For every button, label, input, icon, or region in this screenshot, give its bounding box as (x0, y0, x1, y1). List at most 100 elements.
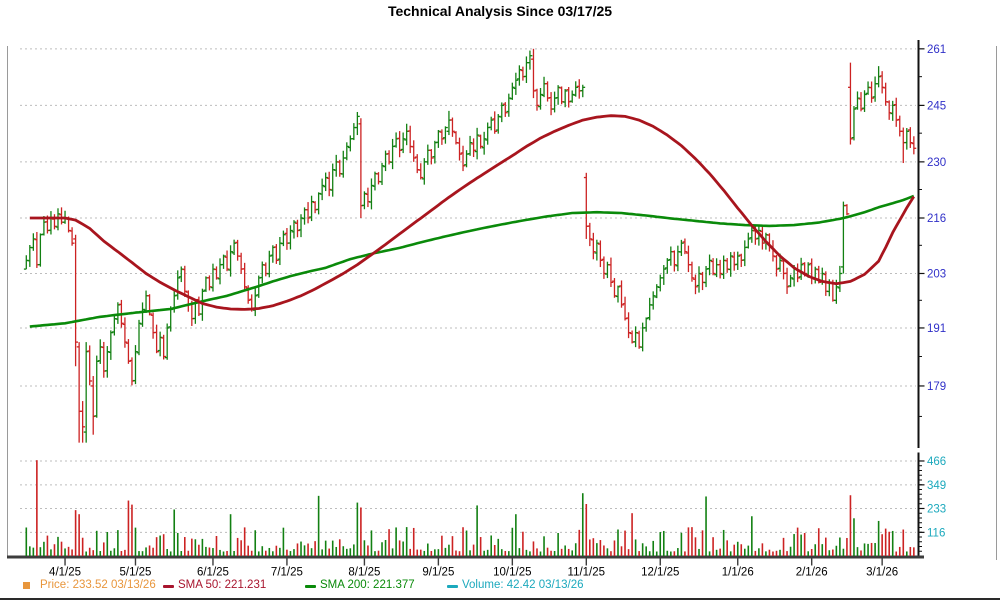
price-bar (721, 255, 727, 279)
price-bar (904, 128, 910, 150)
price-bar (235, 239, 241, 261)
price-bar (157, 331, 163, 357)
price-bar (467, 135, 473, 156)
svg-text:216: 216 (927, 213, 946, 225)
price-bar (580, 84, 586, 98)
price-bar (552, 91, 557, 113)
price-bar (745, 232, 751, 249)
price-bar (425, 144, 431, 165)
price-bar (795, 263, 801, 283)
price-bar (80, 401, 86, 443)
price-bar (164, 323, 170, 360)
svg-text:10/1/25: 10/1/25 (493, 567, 531, 579)
price-bar (242, 262, 248, 291)
price-bar (90, 376, 96, 435)
price-bar (460, 145, 466, 172)
price-bar (30, 233, 36, 251)
price-bar (210, 263, 216, 292)
price-bar (848, 62, 853, 145)
svg-text:191: 191 (927, 323, 946, 335)
price-bar (590, 232, 596, 260)
price-bar (312, 201, 318, 214)
price-bar (534, 88, 540, 111)
price-bar (330, 163, 336, 197)
svg-text:12/1/25: 12/1/25 (641, 567, 679, 579)
price-bar (855, 91, 860, 110)
svg-text:230: 230 (927, 157, 946, 169)
price-bar (566, 87, 572, 108)
price-bar (689, 261, 695, 282)
svg-text:245: 245 (927, 100, 946, 112)
price-bar (788, 274, 793, 288)
svg-text:116: 116 (927, 527, 945, 539)
price-bar (457, 137, 462, 161)
volume-legend-marker-icon (447, 585, 458, 588)
price-bar (309, 195, 314, 222)
price-bar (443, 126, 448, 144)
price-bar (911, 136, 917, 155)
svg-text:7/1/25: 7/1/25 (271, 567, 303, 579)
price-bar (858, 92, 864, 112)
price-bar (756, 226, 762, 246)
price-bar (636, 330, 642, 349)
price-bar (365, 187, 371, 208)
price-bar (907, 127, 913, 148)
price-bar (714, 258, 720, 278)
price-bar (446, 110, 452, 136)
price-bar (175, 270, 181, 300)
price-bar (548, 92, 554, 116)
price-bar (340, 150, 346, 178)
price-bar (562, 88, 568, 108)
price-bar (217, 258, 223, 285)
price-bar (376, 172, 381, 185)
svg-text:179: 179 (927, 381, 946, 393)
price-bar (270, 245, 276, 263)
price-bar (728, 252, 734, 277)
price-bar (291, 220, 297, 239)
svg-text:3/1/26: 3/1/26 (866, 567, 898, 579)
price-bar (876, 66, 882, 88)
legend-price-value: Price: 233.52 03/13/26 (40, 579, 156, 591)
price-bar (143, 290, 149, 313)
price-bar (450, 117, 455, 137)
price-bar (207, 275, 212, 291)
price-bar (488, 116, 494, 131)
price-bar (228, 245, 233, 277)
price-bar (397, 131, 403, 158)
price-bar (284, 228, 290, 250)
price-bar (150, 312, 156, 339)
price-bar (390, 138, 395, 170)
price-bar (358, 118, 364, 218)
svg-text:233: 233 (927, 503, 946, 515)
price-bar (481, 131, 487, 155)
price-bar (724, 258, 730, 273)
price-bar (862, 90, 867, 112)
legend-volume-value: Volume: 42.42 03/13/26 (462, 579, 584, 591)
sma200-line (29, 194, 915, 328)
price-bar (69, 227, 75, 246)
price-bar (657, 274, 663, 292)
price-bar (101, 341, 107, 378)
svg-text:6/1/25: 6/1/25 (197, 567, 229, 579)
price-bar (686, 245, 691, 273)
price-bar (305, 202, 311, 224)
price-bar (633, 326, 639, 348)
price-bar (37, 233, 43, 267)
price-bar (281, 230, 286, 247)
price-bar (837, 265, 843, 293)
price-bar (886, 100, 892, 120)
price-bar (316, 192, 322, 215)
price-bar (784, 267, 790, 294)
price-bar (133, 345, 138, 385)
price-bar (693, 274, 698, 295)
price-bar (869, 81, 874, 103)
price-bar (798, 257, 804, 280)
price-bar (221, 254, 226, 269)
price-bar (288, 225, 293, 250)
price-bar (140, 302, 145, 327)
price-bar (478, 134, 484, 149)
price-bar (474, 127, 480, 160)
price-bar (661, 265, 667, 285)
price-bar (266, 250, 272, 278)
price-bar (464, 150, 469, 168)
